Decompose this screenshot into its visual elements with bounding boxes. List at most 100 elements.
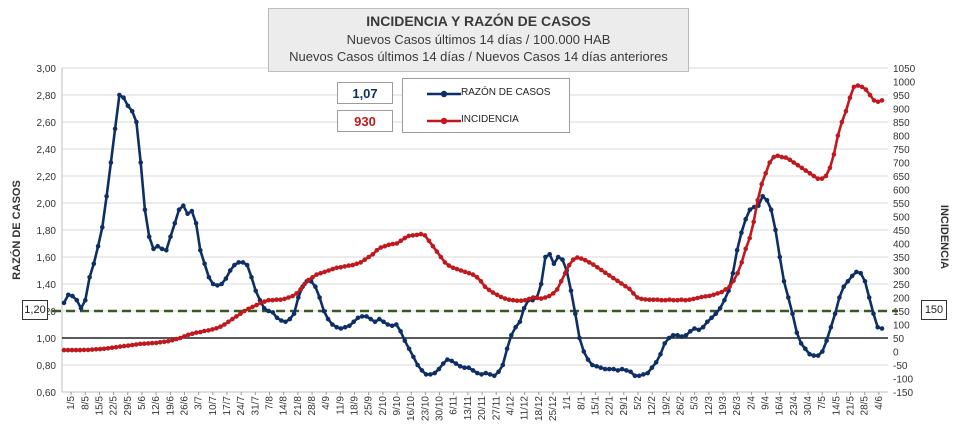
razon-point bbox=[368, 316, 374, 322]
legend-swatches bbox=[427, 90, 461, 125]
razon-point bbox=[803, 346, 808, 352]
razon-point bbox=[568, 288, 574, 294]
razon-point bbox=[466, 365, 472, 371]
razon-point bbox=[176, 207, 182, 212]
left-tick-label: 1,40 bbox=[37, 280, 57, 291]
x-tick-label: 22/5 bbox=[109, 396, 120, 416]
incidencia-point bbox=[819, 176, 825, 181]
razon-point bbox=[436, 366, 442, 372]
x-tick-label: 11/9 bbox=[335, 396, 346, 415]
razon-point bbox=[747, 207, 753, 212]
incidencia-point bbox=[442, 260, 448, 265]
incidencia-point bbox=[97, 346, 103, 352]
incidencia-point bbox=[603, 270, 608, 276]
razon-point bbox=[492, 373, 497, 379]
incidencia-point bbox=[542, 295, 548, 300]
razon-point bbox=[713, 311, 719, 317]
x-tick-label: 8/5 bbox=[80, 396, 91, 410]
legend-label-ratio: RAZÓN DE CASOS bbox=[461, 87, 551, 98]
right-tick-label: 700 bbox=[893, 159, 910, 170]
razon-point bbox=[811, 353, 817, 358]
razon-point bbox=[649, 365, 655, 371]
incidencia-point bbox=[366, 254, 372, 260]
incidencia-point bbox=[779, 154, 785, 160]
razon-point bbox=[790, 311, 795, 317]
left-tick-label: 2,00 bbox=[37, 199, 57, 210]
right-tick-label: 400 bbox=[893, 240, 910, 251]
incidencia-point bbox=[354, 261, 360, 267]
incidencia-point bbox=[446, 263, 452, 268]
incidencia-point bbox=[302, 281, 307, 287]
incidencia-point bbox=[166, 338, 171, 344]
incidencia-point bbox=[450, 265, 456, 271]
razon-point bbox=[641, 372, 646, 377]
x-tick-label: 4/12 bbox=[505, 396, 516, 416]
x-tick-label: 19/3 bbox=[718, 396, 729, 416]
razon-point bbox=[573, 311, 578, 317]
incidencia-point bbox=[234, 314, 239, 319]
incidencia-point bbox=[711, 292, 716, 298]
razon-point bbox=[470, 368, 476, 373]
series-incidencia bbox=[61, 83, 885, 353]
legend: RAZÓN DE CASOS INCIDENCIA bbox=[402, 78, 570, 133]
razon-point bbox=[274, 315, 280, 321]
x-tick-label: 27/11 bbox=[491, 396, 502, 421]
razon-point bbox=[555, 254, 561, 260]
x-tick-label: 5/6 bbox=[137, 396, 148, 410]
incidencia-point bbox=[149, 340, 155, 346]
x-tick-label: 1/1 bbox=[562, 396, 573, 410]
incidencia-point bbox=[558, 279, 564, 284]
right-tick-label: 800 bbox=[893, 132, 910, 143]
razon-point bbox=[798, 341, 804, 346]
incidencia-point bbox=[570, 257, 576, 263]
incidencia-point bbox=[615, 278, 620, 284]
incidencia-point bbox=[426, 238, 432, 244]
razon-point bbox=[87, 275, 92, 280]
razon-point bbox=[227, 268, 233, 273]
razon-point bbox=[202, 261, 207, 267]
razon-point bbox=[475, 370, 480, 376]
incidencia-point bbox=[855, 83, 861, 88]
razon-point bbox=[142, 207, 148, 212]
x-tick-label: 12/2 bbox=[647, 396, 658, 416]
razon-point bbox=[321, 308, 327, 314]
razon-point bbox=[815, 353, 821, 358]
incidencia-point bbox=[506, 297, 512, 303]
razon-point bbox=[479, 372, 484, 377]
incidencia-point bbox=[378, 245, 384, 250]
razon-point bbox=[146, 234, 152, 240]
x-tick-label: 24/7 bbox=[236, 396, 247, 416]
incidencia-point bbox=[174, 336, 179, 342]
x-tick-label: 20/11 bbox=[477, 396, 488, 421]
incidencia-point bbox=[73, 347, 79, 353]
incidencia-point bbox=[474, 275, 480, 280]
incidencia-point bbox=[153, 340, 159, 346]
x-tick-label: 25/12 bbox=[548, 396, 559, 421]
incidencia-point bbox=[274, 297, 279, 303]
razon-point bbox=[615, 368, 621, 373]
incidencia-point bbox=[486, 287, 492, 293]
x-tick-label: 15/5 bbox=[94, 396, 105, 416]
x-tick-label: 12/3 bbox=[704, 396, 715, 416]
incidencia-point bbox=[755, 198, 760, 203]
razon-point bbox=[768, 207, 774, 212]
right-tick-label: 950 bbox=[893, 91, 910, 102]
razon-point bbox=[121, 95, 126, 100]
x-tick-label: 1/5 bbox=[66, 396, 77, 410]
razon-point bbox=[781, 279, 787, 284]
x-tick-label: 30/10 bbox=[435, 396, 446, 421]
razon-point bbox=[585, 357, 591, 362]
razon-point bbox=[270, 310, 276, 315]
razon-point bbox=[487, 372, 493, 377]
razon-point bbox=[334, 324, 340, 330]
razon-point bbox=[743, 216, 748, 222]
razon-point bbox=[611, 366, 616, 372]
right-tick-label: 850 bbox=[893, 118, 910, 129]
incidencia-point bbox=[394, 241, 400, 246]
incidencia-point bbox=[723, 287, 728, 292]
incidencia-point bbox=[362, 257, 368, 263]
incidencia-point bbox=[334, 265, 340, 271]
razon-point bbox=[500, 362, 506, 368]
razon-point bbox=[449, 358, 455, 364]
incidencia-point bbox=[518, 298, 524, 304]
